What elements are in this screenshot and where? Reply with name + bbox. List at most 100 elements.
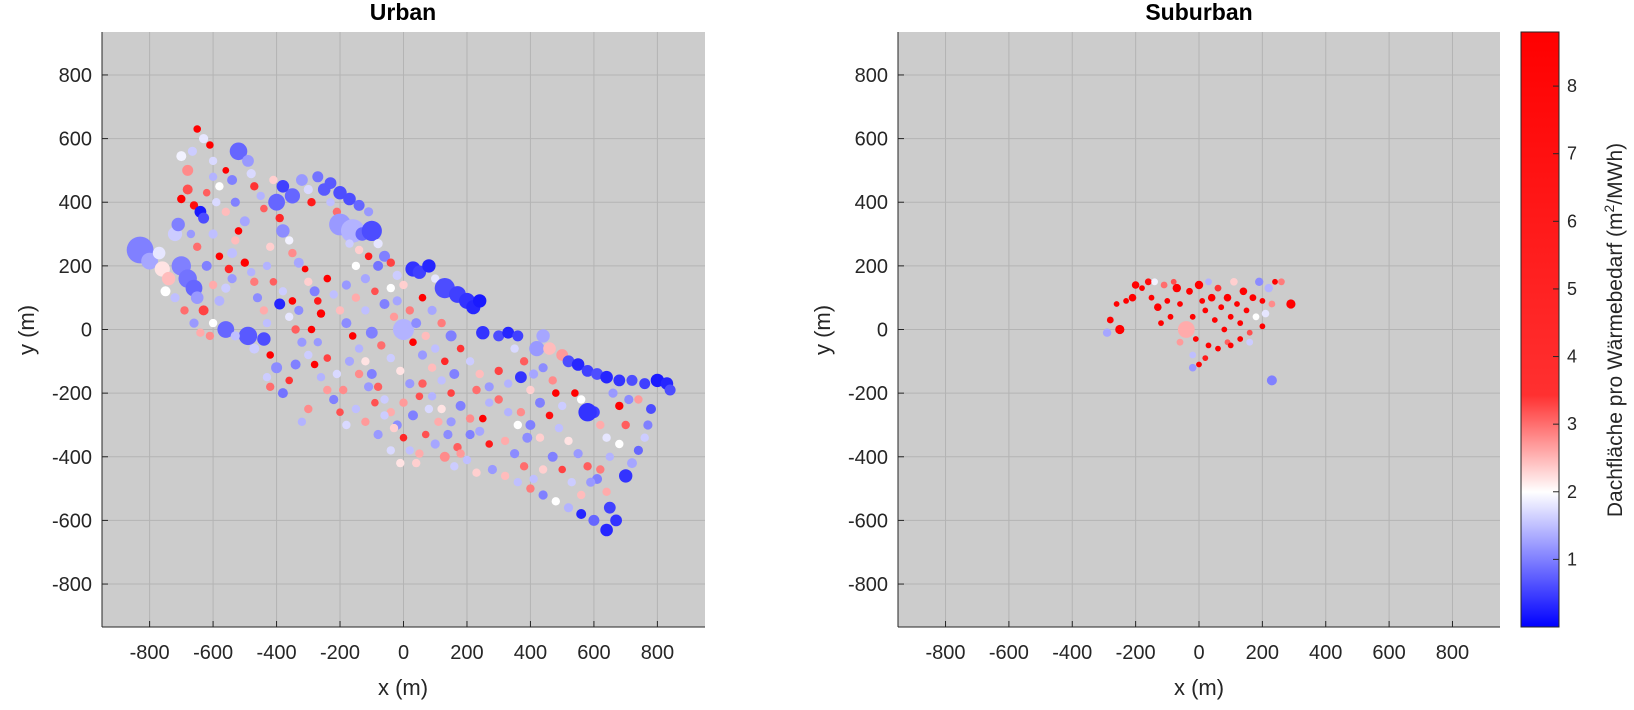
urban-bubble [269, 278, 278, 286]
urban-bubble [193, 125, 201, 133]
suburban-x-tick-label: 800 [1436, 642, 1469, 664]
colorbar-tick-label: 6 [1567, 211, 1577, 231]
suburban-bubble [1218, 304, 1225, 311]
urban-bubble [343, 192, 356, 206]
urban-bubble [548, 376, 557, 385]
urban-bubble [354, 344, 364, 353]
suburban-bubble [1199, 298, 1206, 304]
urban-bubble [386, 283, 395, 293]
urban-bubble [284, 188, 300, 204]
urban-bubble [247, 268, 256, 277]
urban-bubble [396, 366, 405, 376]
urban-bubble [262, 373, 272, 382]
urban-bubble [445, 330, 457, 342]
urban-y-tick-label: -800 [52, 574, 92, 596]
urban-bubble [208, 172, 218, 181]
urban-bubble [437, 376, 446, 385]
urban-bubble [596, 420, 605, 430]
urban-bubble [271, 362, 283, 374]
urban-bubble [324, 177, 337, 190]
urban-bubble [262, 318, 272, 328]
urban-bubble [613, 374, 626, 387]
urban-bubble [276, 180, 290, 193]
urban-bubble [215, 182, 224, 191]
urban-bubble [386, 258, 395, 267]
urban-bubble [231, 236, 240, 245]
urban-bubble [377, 341, 386, 350]
urban-bubble [344, 356, 355, 366]
urban-bubble [275, 213, 284, 223]
urban-bubble [389, 423, 399, 433]
urban-panel: -800 -600 -400 -200 0 200 400 600 800 -800 -600 -40… [14, 0, 705, 700]
suburban-y-tick-label: -600 [848, 510, 888, 532]
suburban-y-tick-label: 600 [855, 129, 888, 151]
urban-bubble [573, 449, 583, 459]
urban-bubble [543, 342, 556, 355]
urban-bubble [415, 449, 424, 458]
urban-bubble [262, 261, 272, 271]
urban-bubble [439, 451, 450, 462]
urban-bubble [326, 198, 335, 207]
urban-bubble [456, 344, 465, 353]
urban-x-tick-label: 0 [398, 642, 409, 664]
urban-bubble [313, 338, 322, 347]
urban-bubble [177, 194, 186, 204]
suburban-bubble [1196, 361, 1202, 368]
suburban-x-tick-label: -200 [1116, 642, 1156, 664]
suburban-bubble [1264, 283, 1273, 293]
urban-bubble [256, 191, 265, 201]
suburban-bubble [1234, 301, 1240, 307]
urban-bubble [212, 198, 221, 207]
urban-bubble [310, 360, 319, 369]
suburban-bubble [1246, 329, 1253, 336]
urban-bubble [160, 286, 171, 297]
suburban-bubble [1223, 293, 1232, 302]
urban-bubble [269, 175, 278, 185]
urban-bubble [314, 297, 322, 305]
urban-bubble [455, 400, 466, 411]
suburban-bubble [1172, 283, 1182, 293]
urban-bubble [353, 199, 365, 211]
urban-bubble [437, 318, 446, 328]
urban-bubble [208, 318, 218, 328]
urban-bubble [510, 344, 519, 353]
urban-bubble [373, 260, 384, 271]
urban-bubble [309, 286, 320, 297]
urban-bubble [536, 329, 550, 343]
urban-bubble [475, 369, 484, 379]
urban-bubble [323, 354, 332, 362]
urban-bubble [447, 389, 455, 397]
urban-bubble [193, 242, 202, 251]
urban-bubble [422, 259, 436, 273]
suburban-bubble [1227, 313, 1234, 320]
urban-bubble [571, 358, 585, 371]
suburban-bubble [1177, 321, 1195, 338]
urban-bubble [238, 326, 258, 346]
urban-bubble [180, 306, 189, 315]
urban-bubble [152, 246, 166, 260]
urban-bubble [473, 294, 487, 308]
suburban-bubble [1205, 278, 1212, 286]
urban-bubble [605, 452, 614, 461]
urban-bubble [529, 474, 538, 484]
urban-bubble [615, 401, 624, 411]
urban-bubble [421, 430, 430, 439]
urban-bubble [208, 280, 218, 290]
colorbar-tick-label: 5 [1567, 279, 1577, 299]
suburban-y-tick-label: -200 [848, 383, 888, 405]
suburban-x-tick-label: 400 [1309, 642, 1342, 664]
urban-bubble [266, 351, 275, 359]
suburban-bubble [1205, 342, 1212, 349]
urban-bubble [386, 353, 395, 363]
urban-bubble [513, 420, 522, 430]
suburban-bubble [1259, 323, 1266, 330]
urban-bubble [643, 420, 653, 430]
urban-bubble [430, 439, 440, 449]
urban-bubble [535, 397, 545, 408]
urban-bubble [462, 455, 472, 465]
urban-y-axis-label: y (m) [14, 305, 39, 355]
colorbar: 1 2 3 4 5 6 7 8 Dachfläche pro Wärmebedarf (m2/… [1520, 31, 1627, 628]
suburban-bubble [1144, 278, 1152, 286]
urban-bubble [380, 411, 389, 420]
